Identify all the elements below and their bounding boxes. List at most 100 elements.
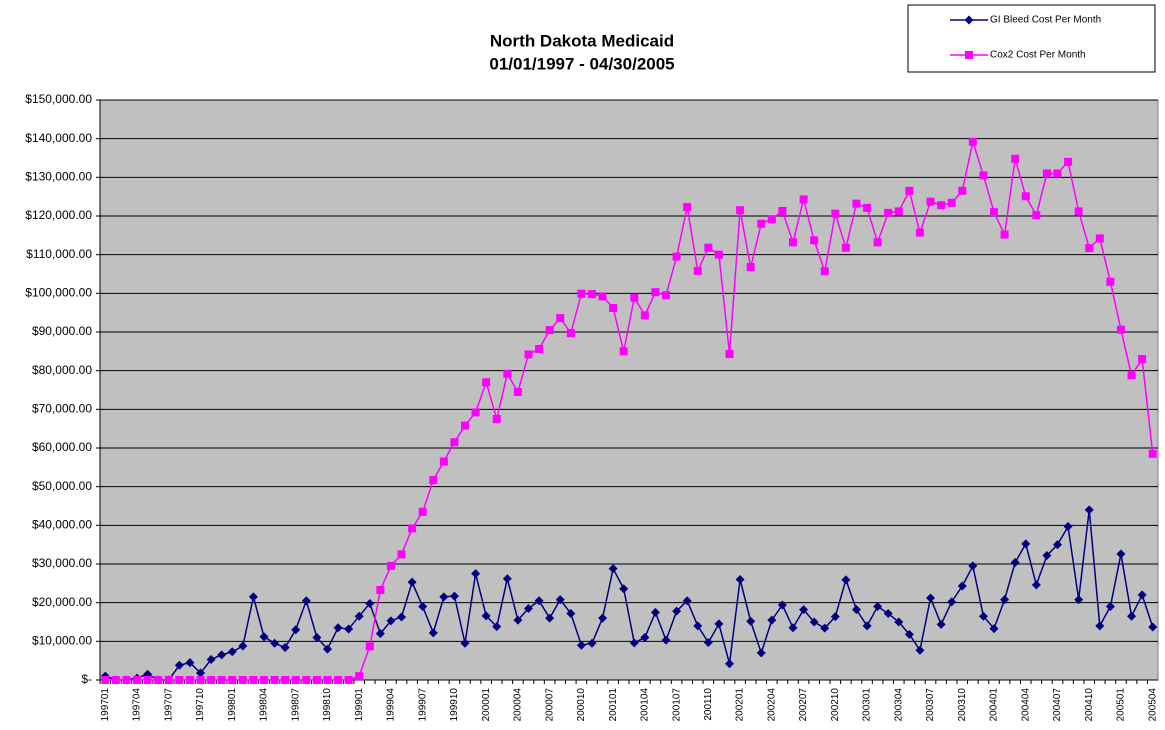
data-point: [355, 672, 364, 681]
data-point: [1011, 154, 1020, 163]
x-tick-label: 200207: [798, 688, 809, 722]
data-point: [513, 387, 522, 396]
data-point: [101, 676, 110, 684]
data-point: [841, 243, 850, 252]
data-point: [926, 593, 936, 603]
data-point: [154, 676, 163, 684]
data-point: [217, 676, 226, 684]
y-tick-label: $80,000.00: [32, 363, 92, 377]
data-point: [862, 621, 872, 631]
data-point: [322, 644, 332, 654]
x-tick-label: 199807: [290, 688, 301, 722]
data-point: [206, 655, 216, 665]
data-point: [217, 650, 227, 660]
x-tick-label: 199710: [195, 688, 206, 722]
y-tick-label: $40,000.00: [32, 518, 92, 532]
data-point: [958, 186, 967, 195]
data-point: [746, 616, 756, 626]
data-point: [545, 613, 555, 623]
data-point: [1010, 557, 1020, 567]
data-point: [736, 206, 745, 215]
data-point: [672, 606, 682, 616]
data-point: [122, 676, 131, 684]
data-point: [365, 598, 375, 608]
data-point: [524, 350, 533, 359]
data-point: [799, 605, 809, 615]
data-point: [556, 314, 565, 323]
legend: [907, 4, 1156, 73]
data-point: [662, 291, 671, 300]
data-point: [1074, 207, 1083, 216]
x-tick-label: 200201: [735, 688, 746, 722]
data-point: [503, 369, 512, 378]
data-point: [756, 648, 766, 658]
x-tick-label: 200504: [1147, 688, 1158, 722]
data-point: [609, 304, 618, 313]
data-point: [926, 197, 935, 206]
legend-marker: [965, 51, 973, 59]
data-point: [576, 640, 586, 650]
data-point: [492, 415, 501, 423]
data-point: [990, 208, 999, 217]
data-point: [587, 290, 596, 299]
data-point: [968, 137, 977, 146]
y-tick-label: $30,000.00: [32, 556, 92, 570]
data-point: [936, 619, 946, 629]
data-point: [482, 378, 491, 387]
y-tick-label: $50,000.00: [32, 479, 92, 493]
data-point: [164, 676, 173, 684]
y-tick-label: $10,000.00: [32, 634, 92, 648]
data-point: [471, 408, 480, 417]
legend-marker: [964, 15, 974, 25]
data-point: [1148, 449, 1157, 458]
data-point: [1031, 580, 1041, 590]
data-point: [735, 574, 745, 584]
data-point: [270, 638, 280, 648]
data-point: [365, 642, 374, 651]
x-tick-label: 199701: [100, 688, 111, 722]
data-point: [989, 624, 999, 634]
y-tick-label: $150,000.00: [25, 92, 92, 106]
data-point: [820, 267, 829, 276]
x-tick-label: 200101: [608, 688, 619, 722]
data-point: [714, 619, 724, 629]
data-point: [587, 638, 597, 648]
data-point: [725, 350, 734, 359]
data-point: [407, 577, 417, 587]
data-point: [841, 575, 851, 585]
data-point: [1000, 230, 1009, 239]
x-tick-label: 200501: [1116, 688, 1127, 722]
data-point: [238, 641, 248, 651]
data-point: [598, 292, 607, 301]
data-point: [1074, 595, 1084, 605]
data-point: [227, 647, 237, 657]
x-tick-label: 200007: [544, 688, 555, 722]
data-point: [175, 676, 184, 684]
data-point: [185, 676, 194, 684]
data-point: [428, 628, 438, 638]
data-point: [1148, 622, 1158, 632]
data-point: [270, 676, 279, 684]
data-point: [947, 198, 956, 207]
data-point: [397, 550, 406, 559]
x-tick-label: 199704: [132, 688, 143, 722]
data-point: [238, 676, 247, 684]
data-point: [1138, 355, 1147, 364]
x-tick-label: 200310: [957, 688, 968, 722]
data-point: [450, 438, 459, 447]
y-tick-label: $130,000.00: [25, 170, 92, 184]
x-tick-label: 199907: [417, 688, 428, 722]
data-point: [788, 238, 797, 247]
data-point: [1085, 244, 1094, 253]
data-point: [767, 215, 776, 224]
data-point: [672, 252, 681, 261]
x-tick-label: 200001: [481, 688, 492, 722]
data-point: [1021, 539, 1031, 549]
data-point: [915, 228, 924, 237]
data-point: [291, 676, 300, 684]
data-point: [461, 421, 470, 430]
data-point: [291, 625, 301, 635]
data-point: [111, 676, 120, 684]
data-point: [799, 195, 808, 204]
data-point: [344, 676, 353, 684]
